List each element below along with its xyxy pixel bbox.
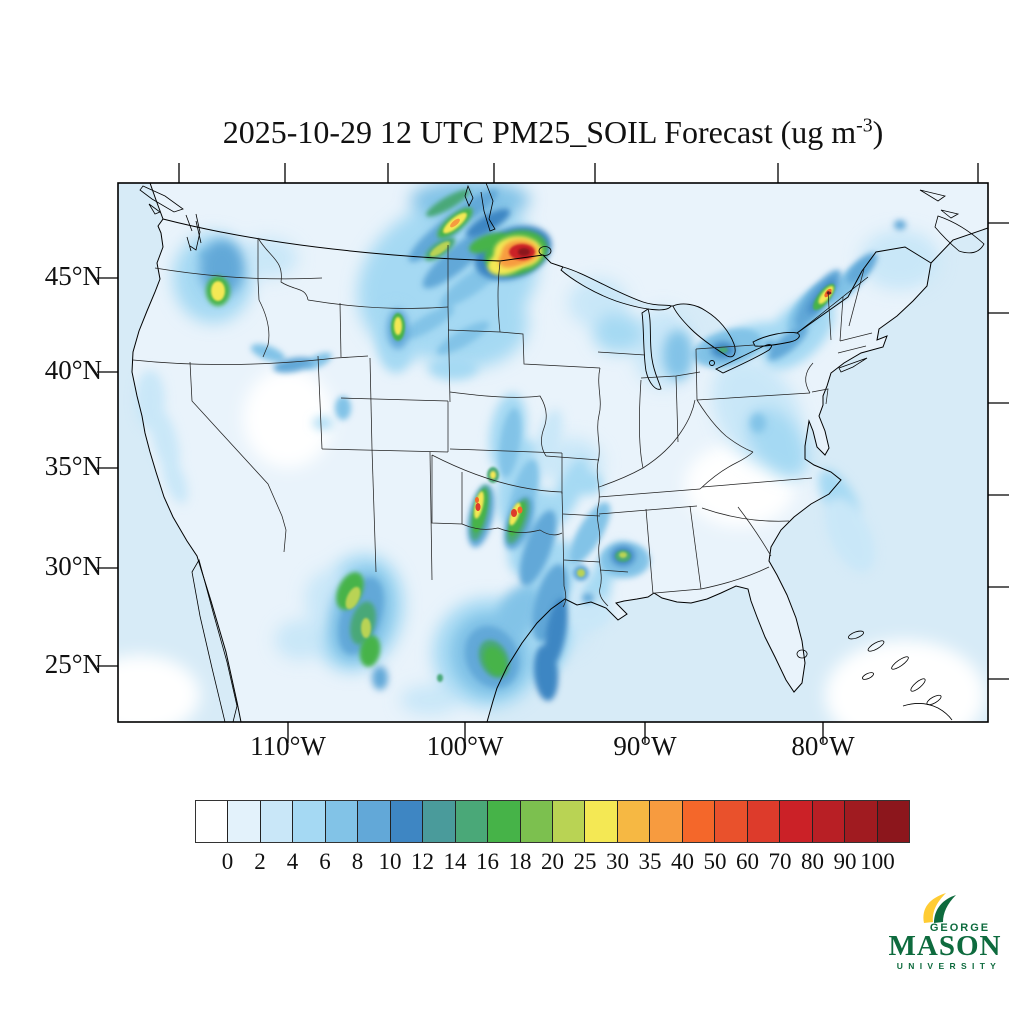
axis-ticks <box>97 163 1009 743</box>
x-axis-label: 110°W <box>250 731 326 761</box>
y-axis-label: 45°N <box>44 261 102 291</box>
colorbar <box>195 800 910 843</box>
colorbar-label: 100 <box>860 849 895 874</box>
y-axis-label: 25°N <box>44 649 102 679</box>
colorbar-cell <box>358 801 391 842</box>
colorbar-cell <box>877 801 909 842</box>
colorbar-labels: 0 2 4 6 8 10 12 14 16 18 20 25 30 35 40 50 60 70 80 90 100 <box>195 849 910 877</box>
title-superscript: -3 <box>856 114 873 137</box>
colorbar-label: 25 <box>573 849 597 874</box>
colorbar-label: 80 <box>801 849 824 874</box>
gmu-logo: GEORGE MASON U N I V E R S I T Y <box>889 893 1002 971</box>
colorbar-cell <box>552 801 586 842</box>
y-axis-label: 30°N <box>44 551 102 581</box>
title-text: 2025-10-29 12 UTC PM25_SOIL Forecast (ug… <box>222 114 857 150</box>
logo-leaf-green-icon <box>934 895 956 923</box>
colorbar-cell <box>293 801 326 842</box>
colorbar-cell <box>455 801 489 842</box>
colorbar-label: 18 <box>508 849 532 874</box>
colorbar-label: 4 <box>286 849 299 874</box>
state-borders <box>132 237 873 608</box>
colorbar-cell <box>325 801 359 842</box>
x-axis-label: 90°W <box>613 731 677 761</box>
colorbar-cell <box>196 801 229 842</box>
colorbar-label: 8 <box>351 849 364 874</box>
colorbar-label: 2 <box>254 849 266 874</box>
map-frame <box>97 163 1009 743</box>
logo-george-text: GEORGE <box>930 922 990 934</box>
colorbar-cell <box>520 801 553 842</box>
colorbar-label: 12 <box>411 849 434 874</box>
colorbar-cell <box>423 801 456 842</box>
colorbar-label: 35 <box>638 849 662 874</box>
colorbar-label: 0 <box>221 849 234 874</box>
colorbar-cell <box>715 801 748 842</box>
colorbar-cell <box>617 801 651 842</box>
pm25-field <box>118 183 985 722</box>
colorbar-cell <box>650 801 683 842</box>
logo-mason-text: MASON <box>889 930 1002 962</box>
logo-university-text: U N I V E R S I T Y <box>897 961 998 971</box>
coastlines <box>118 183 988 722</box>
y-axis-label: 40°N <box>44 355 102 385</box>
y-axis-label: 35°N <box>44 451 102 481</box>
colorbar-label: 60 <box>736 849 759 874</box>
ocean-fill <box>118 183 988 722</box>
x-axis-label: 80°W <box>791 731 855 761</box>
colorbar-cell <box>682 801 716 842</box>
colorbar-cell <box>812 801 846 842</box>
islands-and-rivers <box>139 183 985 721</box>
colorbar-label: 16 <box>476 849 499 874</box>
colorbar-label: 14 <box>443 849 467 874</box>
colorbar-label: 20 <box>541 849 564 874</box>
colorbar-cell <box>228 801 261 842</box>
colorbar-cell <box>488 801 521 842</box>
colorbar-label: 10 <box>378 849 402 874</box>
colorbar-label: 40 <box>671 849 694 874</box>
x-axis-label: 100°W <box>426 731 504 761</box>
title-suffix: ) <box>872 114 884 150</box>
colorbar-cell <box>260 801 294 842</box>
colorbar-label: 50 <box>703 849 727 874</box>
logo-leaf-yellow-icon <box>923 893 946 923</box>
colorbar-cell <box>747 801 781 842</box>
colorbar-label: 90 <box>833 849 857 874</box>
colorbar-cell <box>845 801 878 842</box>
colorbar-label: 6 <box>319 849 331 874</box>
page-title: 2025-10-29 12 UTC PM25_SOIL Forecast (ug… <box>223 114 884 151</box>
lake-outlines <box>560 266 800 390</box>
colorbar-label: 30 <box>606 849 629 874</box>
colorbar-cell <box>390 801 424 842</box>
colorbar-cell <box>585 801 618 842</box>
colorbar-label: 70 <box>768 849 792 874</box>
colorbar-cell <box>780 801 813 842</box>
